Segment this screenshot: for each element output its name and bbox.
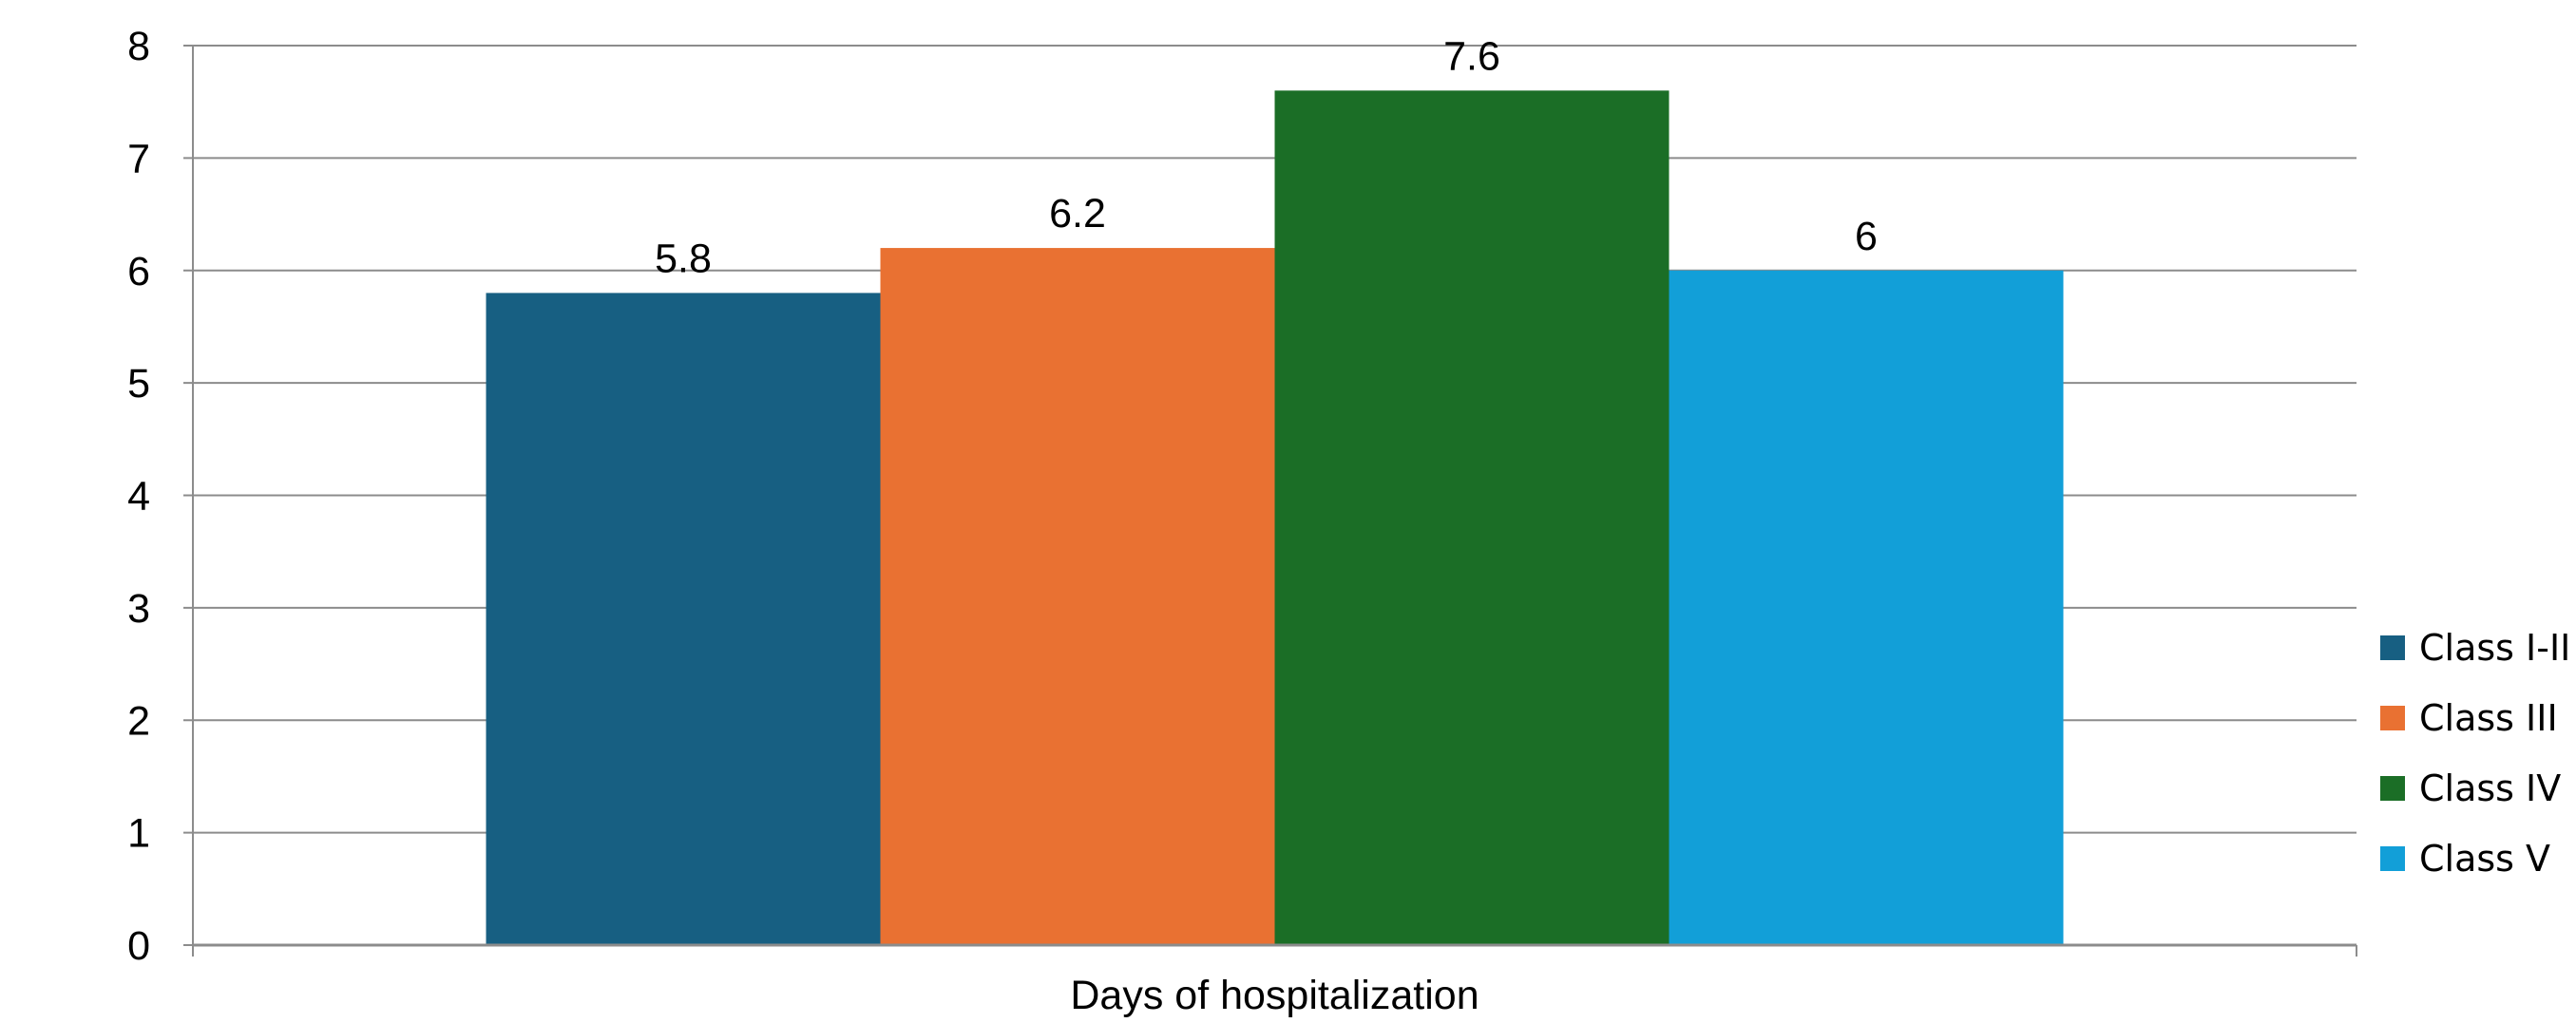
legend-label: Class IV: [2419, 767, 2561, 809]
x-category-label: Days of hospitalization: [1070, 973, 1479, 1018]
y-tick-label: 4: [127, 474, 150, 520]
bar-class-i-ii: [486, 293, 881, 945]
labels: 0 1 2 3 4 5 6 7 8 5.8 6.2 7.6 6 Days of hospitalizati…: [127, 24, 1878, 1018]
y-tick-label: 5: [127, 361, 150, 407]
y-tick-label: 2: [127, 698, 150, 744]
legend: Class I-II Class III Class IV Class V: [2380, 627, 2570, 880]
y-tick-label: 8: [127, 24, 150, 69]
legend-label: Class III: [2419, 697, 2558, 739]
legend-swatch: [2380, 776, 2405, 801]
data-label: 5.8: [655, 236, 712, 281]
y-tick-label: 0: [127, 923, 150, 969]
y-tick-label: 7: [127, 136, 150, 181]
y-tick-label: 3: [127, 586, 150, 632]
axes: [183, 45, 2357, 957]
legend-label: Class I-II: [2419, 627, 2570, 669]
bar-class-iv: [1274, 90, 1670, 946]
legend-swatch: [2380, 635, 2405, 660]
legend-swatch: [2380, 706, 2405, 730]
data-label: 7.6: [1443, 33, 1500, 79]
bars: [486, 90, 2064, 946]
legend-swatch: [2380, 846, 2405, 871]
bar-class-iii: [880, 248, 1275, 945]
bar-class-v: [1669, 270, 2064, 945]
y-tick-label: 1: [127, 811, 150, 857]
data-label: 6.2: [1049, 191, 1106, 237]
data-label: 6: [1855, 214, 1878, 259]
y-tick-label: 6: [127, 249, 150, 294]
legend-label: Class V: [2419, 838, 2550, 880]
